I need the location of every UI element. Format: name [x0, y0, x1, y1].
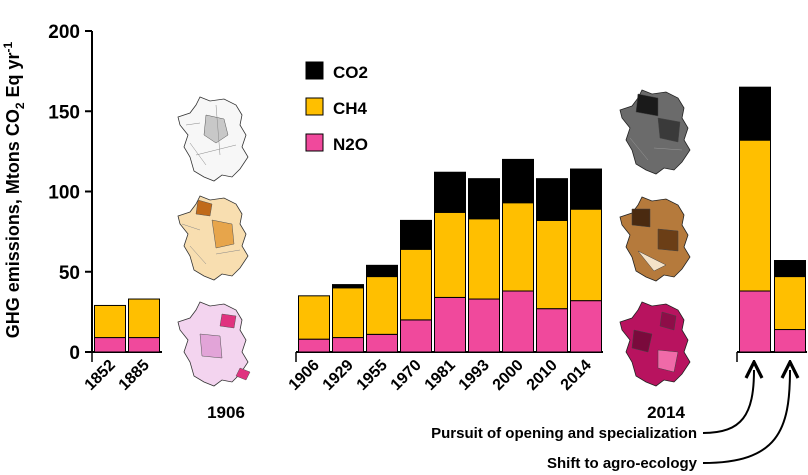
scenario-label-agroecology: Shift to agro-ecology	[547, 455, 698, 472]
maps-2014	[619, 89, 691, 387]
bar-co2-1970	[400, 219, 432, 250]
x-tick-label-2000: 2000	[490, 357, 527, 394]
y-tick-label: 50	[59, 263, 80, 284]
x-tick-label-1885: 1885	[116, 357, 153, 394]
bar-n2o-2000	[502, 290, 534, 353]
bar-ch4-1906	[298, 295, 330, 340]
legend-swatch-co2	[305, 61, 324, 80]
bar-ch4-2014	[570, 208, 602, 302]
x-tick-label-1906: 1906	[286, 357, 323, 394]
map-2014-co2	[619, 89, 691, 175]
x-tick-label-1955: 1955	[354, 357, 391, 394]
map-2014-ch4	[619, 196, 691, 282]
legend-swatch-ch4	[305, 97, 324, 116]
bar-n2o-1955	[366, 333, 398, 353]
y-tick-label: 200	[48, 22, 80, 43]
bar-n2o-scenario-2	[774, 329, 806, 353]
bar-co2-1993	[468, 178, 500, 220]
bar-n2o-1970	[400, 319, 432, 353]
bar-n2o-1993	[468, 298, 500, 353]
bar-co2-scenario-2	[774, 260, 806, 278]
x-tick-label-1929: 1929	[320, 357, 357, 394]
bar-n2o-2014	[570, 300, 602, 353]
bar-ch4-1981	[434, 211, 466, 298]
map-1906-co2	[177, 96, 249, 182]
x-tick-label-1993: 1993	[456, 357, 493, 394]
bar-n2o-1981	[434, 296, 466, 353]
bar-co2-scenario-1	[739, 86, 771, 141]
bar-ch4-scenario-1	[739, 139, 771, 292]
bar-ch4-2010	[536, 219, 568, 310]
x-tick-label-1852: 1852	[82, 357, 119, 394]
y-axis-label-sub: 2	[13, 102, 27, 109]
legend: CO2 CH4 N2O	[305, 61, 368, 154]
bar-n2o-scenario-1	[739, 290, 771, 353]
bar-ch4-1852	[94, 304, 126, 339]
bar-co2-1981	[434, 171, 466, 213]
scenario-arrow-agroecology	[702, 370, 790, 464]
bar-n2o-1885	[128, 337, 160, 353]
legend-label-n2o: N2O	[333, 135, 368, 154]
bar-co2-2014	[570, 168, 602, 210]
bar-ch4-1955	[366, 276, 398, 335]
legend-label-co2: CO2	[333, 63, 368, 82]
x-tick-label-2014: 2014	[558, 357, 595, 394]
bars	[94, 86, 806, 353]
bar-ch4-1993	[468, 218, 500, 300]
map-group-label-1906: 1906	[207, 403, 245, 422]
scenario-label-opening: Pursuit of opening and specialization	[431, 425, 697, 442]
scenario-annotations: Pursuit of opening and specialization Sh…	[431, 370, 790, 472]
bar-n2o-2010	[536, 308, 568, 353]
bar-ch4-1929	[332, 287, 364, 339]
y-tick-label: 100	[48, 183, 80, 204]
bar-co2-2000	[502, 158, 534, 204]
legend-swatch-n2o	[305, 133, 324, 152]
bar-ch4-1970	[400, 248, 432, 321]
map-1906-n2o	[177, 301, 251, 387]
y-axis-label-sup: -1	[1, 41, 15, 52]
bar-ch4-scenario-2	[774, 276, 806, 331]
bar-ch4-2000	[502, 202, 534, 292]
map-group-label-2014: 2014	[647, 403, 685, 422]
y-axis-ticks: 0 50 100 150 200	[48, 22, 92, 364]
bar-n2o-1852	[94, 337, 126, 353]
legend-label-ch4: CH4	[333, 99, 368, 118]
bar-ch4-1885	[128, 298, 160, 339]
x-tick-label-1981: 1981	[422, 357, 459, 394]
scenario-arrow-opening	[702, 370, 754, 434]
y-axis-label-main: GHG emissions, Mtons CO	[3, 109, 23, 338]
y-axis-label: GHG emissions, Mtons CO2 Eq yr-1	[1, 41, 27, 338]
bar-n2o-1906	[298, 338, 330, 353]
x-tick-label-1970: 1970	[388, 357, 425, 394]
bar-co2-2010	[536, 178, 568, 221]
bar-co2-1955	[366, 264, 398, 278]
map-1906-ch4	[177, 195, 249, 281]
maps-1906	[177, 96, 251, 387]
y-tick-label: 150	[48, 102, 80, 123]
bar-co2-1929	[332, 284, 364, 289]
y-tick-label: 0	[69, 343, 80, 364]
x-tick-label-2010: 2010	[524, 357, 561, 394]
bar-n2o-1929	[332, 337, 364, 353]
map-2014-n2o	[619, 301, 691, 387]
y-axis-label-rest: Eq yr	[3, 52, 23, 102]
